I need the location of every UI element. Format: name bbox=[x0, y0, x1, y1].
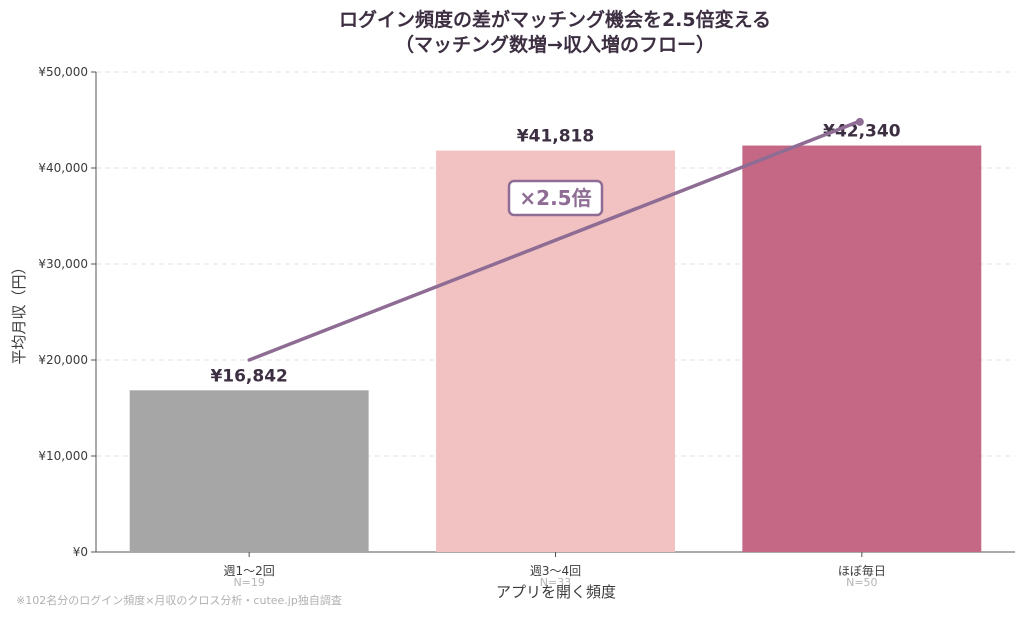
chart-subtitle: （マッチング数増→収入増のフロー） bbox=[395, 33, 715, 56]
x-axis-label: アプリを開く頻度 bbox=[496, 583, 616, 601]
sample-size-label: N=19 bbox=[233, 576, 264, 589]
y-axis-ticks: ¥0 ¥10,000 ¥20,000 ¥30,000 ¥40,000 ¥50,000 bbox=[38, 65, 96, 559]
ratio-annotation: ×2.5倍 bbox=[507, 179, 604, 217]
ratio-annotation-box bbox=[507, 179, 604, 217]
y-axis-label: 平均月収（円） bbox=[10, 259, 28, 364]
y-tick-label: ¥50,000 bbox=[38, 65, 88, 79]
x-tick-label: 週3〜4回 bbox=[530, 564, 581, 578]
y-tick-label: ¥30,000 bbox=[38, 257, 88, 271]
x-tick-label: 週1〜2回 bbox=[224, 564, 275, 578]
footnote: ※102名分のログイン頻度×月収のクロス分析・cutee.jp独自調査 bbox=[16, 593, 342, 607]
bar-value-label: ¥16,842 bbox=[210, 366, 287, 386]
bar-value-label: ¥41,818 bbox=[517, 127, 594, 147]
trend-line bbox=[247, 120, 860, 362]
bar bbox=[742, 145, 982, 552]
trend-line-group bbox=[247, 117, 864, 362]
y-tick-label: ¥40,000 bbox=[38, 161, 88, 175]
y-tick-label: ¥20,000 bbox=[38, 353, 88, 367]
y-tick-label: ¥10,000 bbox=[38, 449, 88, 463]
x-tick-label: ほぼ毎日 bbox=[838, 563, 886, 578]
trend-line-endpoint bbox=[855, 117, 864, 126]
bar bbox=[436, 150, 675, 553]
sample-size-label: N=33 bbox=[540, 576, 571, 589]
chart-title: ログイン頻度の差がマッチング機会を2.5倍変える bbox=[339, 8, 771, 31]
y-tick-label: ¥0 bbox=[73, 545, 88, 559]
bar bbox=[129, 390, 369, 552]
sample-size-label: N=50 bbox=[846, 576, 877, 589]
ratio-annotation-text: ×2.5倍 bbox=[519, 186, 591, 210]
bars: ¥16,842¥41,818 ¥42,340 bbox=[129, 122, 982, 553]
